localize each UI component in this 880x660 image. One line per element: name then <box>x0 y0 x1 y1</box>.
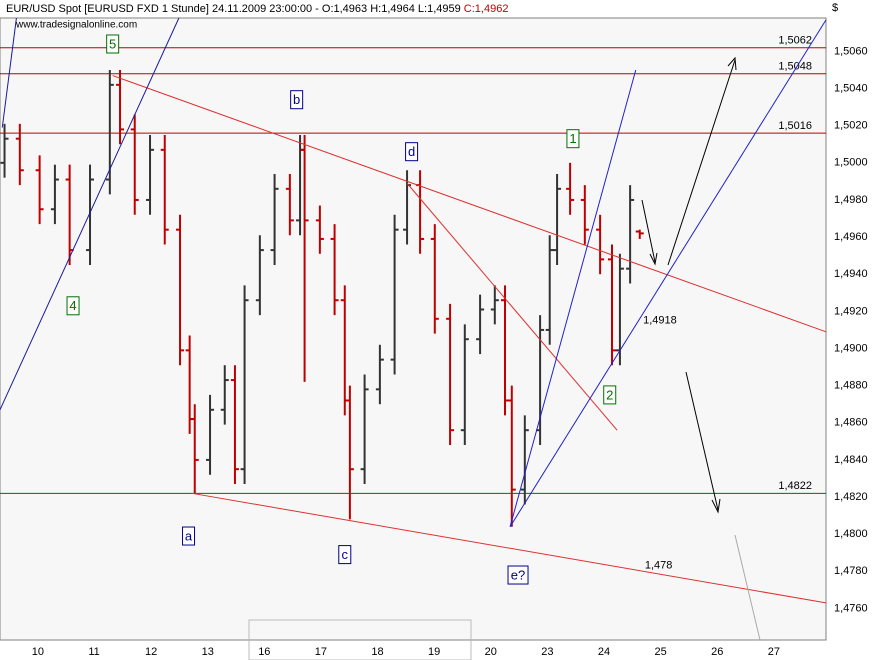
x-tick-label: 12 <box>145 646 157 658</box>
y-tick-label: 1,5020 <box>834 120 868 132</box>
y-tick-label: 1,5060 <box>834 45 868 57</box>
trend-line <box>406 182 618 431</box>
x-tick-label: 17 <box>315 646 327 658</box>
close-label: C:1,4962 <box>464 3 509 15</box>
trend-line <box>112 75 827 333</box>
x-tick-label: 27 <box>768 646 780 658</box>
trend-line <box>509 69 637 527</box>
arrow-head <box>711 498 721 514</box>
x-tick-label: 19 <box>428 646 440 658</box>
y-tick-label: 1,4800 <box>834 528 868 540</box>
arrow-head <box>649 252 658 266</box>
wave-label: e? <box>511 567 525 582</box>
arrows <box>641 56 761 641</box>
arrow <box>641 199 656 263</box>
trend-line <box>0 17 180 410</box>
y-tick-label: 1,5040 <box>834 82 868 94</box>
arrow <box>685 371 719 511</box>
title: EUR/USD Spot [EURUSD FXD 1 Stunde] 24.11… <box>6 3 461 15</box>
x-tick-label: 10 <box>32 646 44 658</box>
wave-label: d <box>408 144 415 159</box>
level-label: 1,5048 <box>778 61 812 73</box>
y-tick-label: 1,4940 <box>834 268 868 280</box>
currency: $ <box>832 2 838 14</box>
y-tick-label: 1,4840 <box>834 454 868 466</box>
y-tick-label: 1,4820 <box>834 491 868 503</box>
wave-label: 2 <box>606 387 613 402</box>
watermark <box>248 619 472 660</box>
x-tick-label: 23 <box>541 646 553 658</box>
y-tick-label: 1,4760 <box>834 602 868 614</box>
arrow-head <box>727 56 737 71</box>
wave-label: 5 <box>109 36 116 51</box>
x-tick-label: 20 <box>485 646 497 658</box>
level-label: 1,4822 <box>778 480 812 492</box>
wave-box <box>106 34 120 54</box>
y-tick-label: 1,4860 <box>834 417 868 429</box>
level-label: 1,5016 <box>778 120 812 132</box>
x-tick-label: 18 <box>371 646 383 658</box>
x-tick-label: 26 <box>711 646 723 658</box>
y-tick-label: 1,4960 <box>834 231 868 243</box>
y-tick-label: 1,4980 <box>834 194 868 206</box>
trend-line <box>509 19 827 528</box>
guide-line <box>734 534 761 641</box>
x-tick-label: 16 <box>258 646 270 658</box>
wave-label: 4 <box>69 298 76 313</box>
wave-label: 1 <box>569 131 576 146</box>
x-tick-label: 25 <box>654 646 666 658</box>
wave-box <box>405 142 419 162</box>
wave-box <box>566 129 580 149</box>
y-tick-label: 1,4880 <box>834 380 868 392</box>
wave-box <box>182 526 196 546</box>
x-tick-label: 24 <box>598 646 610 658</box>
annotations: 1,5062 1,5048 1,5016 1,4822 1,4918 1,478 5 4 b d 1… <box>0 17 827 604</box>
y-tick-label: 1,5000 <box>834 157 868 169</box>
wave-label: a <box>185 528 193 543</box>
y-tick-label: 1,4780 <box>834 565 868 577</box>
grid: 1,4760 1,4780 1,4800 1,4820 1,4840 1,4860 1,48… <box>32 45 868 658</box>
wave-box <box>290 90 304 110</box>
y-tick-label: 1,4920 <box>834 305 868 317</box>
plot-area <box>0 17 827 641</box>
wave-box <box>66 296 80 316</box>
level-label: 1,5062 <box>778 35 812 47</box>
y-tick-label: 1,4900 <box>834 342 868 354</box>
wave-box <box>338 545 352 565</box>
arrow <box>667 59 736 266</box>
source: www.tradesignalonline.com <box>15 20 137 31</box>
wave-label: c <box>342 547 349 562</box>
line-label: 1,478 <box>645 560 673 572</box>
wave-box <box>507 565 529 585</box>
trend-line <box>191 492 827 604</box>
line-label: 1,4918 <box>643 315 677 327</box>
wave-label: b <box>293 92 300 107</box>
x-tick-label: 13 <box>202 646 214 658</box>
x-tick-label: 11 <box>88 646 99 658</box>
marks <box>0 69 644 527</box>
header: EUR/USD Spot [EURUSD FXD 1 Stunde] 24.11… <box>6 3 508 15</box>
trend-line <box>1 17 17 128</box>
wave-box <box>603 385 617 405</box>
